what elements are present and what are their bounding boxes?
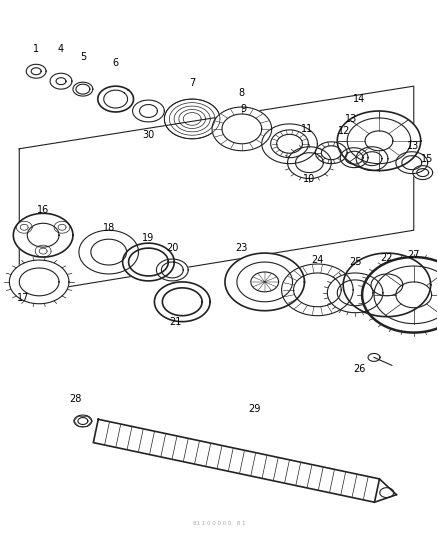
Text: 26: 26 (353, 365, 365, 374)
Text: 12: 12 (338, 126, 350, 136)
Polygon shape (288, 147, 331, 179)
Text: 25: 25 (349, 257, 361, 267)
Text: 81 1 0 0 0 0 0   8 1: 81 1 0 0 0 0 0 8 1 (193, 521, 245, 526)
Text: 6: 6 (113, 58, 119, 68)
Polygon shape (74, 415, 92, 427)
Polygon shape (337, 111, 421, 171)
Text: 16: 16 (37, 205, 49, 215)
Polygon shape (73, 82, 93, 96)
Text: 10: 10 (303, 174, 315, 183)
Text: 23: 23 (236, 243, 248, 253)
Polygon shape (356, 147, 388, 171)
Polygon shape (133, 100, 164, 122)
Polygon shape (35, 245, 51, 257)
Text: 28: 28 (70, 394, 82, 404)
Text: 7: 7 (189, 78, 195, 88)
Text: 4: 4 (58, 44, 64, 54)
Polygon shape (9, 260, 69, 304)
Text: 21: 21 (169, 317, 181, 327)
Polygon shape (54, 221, 70, 233)
Polygon shape (13, 213, 73, 257)
Text: 14: 14 (353, 94, 365, 104)
Polygon shape (343, 253, 431, 317)
Polygon shape (156, 259, 188, 281)
Text: 5: 5 (80, 52, 86, 62)
Text: 13: 13 (345, 114, 357, 124)
Polygon shape (16, 221, 32, 233)
Polygon shape (282, 264, 353, 316)
Text: 22: 22 (381, 253, 393, 263)
Polygon shape (262, 124, 318, 164)
Polygon shape (225, 253, 304, 311)
Polygon shape (79, 230, 138, 274)
Polygon shape (123, 243, 174, 281)
Polygon shape (93, 419, 379, 502)
Text: 13: 13 (406, 141, 419, 151)
Text: 30: 30 (142, 130, 155, 140)
Text: 29: 29 (249, 404, 261, 414)
Polygon shape (50, 73, 72, 89)
Text: 24: 24 (311, 255, 324, 265)
Text: 27: 27 (407, 250, 420, 260)
Text: 17: 17 (17, 293, 29, 303)
Text: 19: 19 (142, 233, 155, 243)
Text: 11: 11 (301, 124, 314, 134)
Text: 1: 1 (33, 44, 39, 54)
Polygon shape (396, 152, 427, 174)
Polygon shape (315, 142, 347, 164)
Polygon shape (212, 107, 272, 151)
Text: 9: 9 (241, 104, 247, 114)
Text: 18: 18 (102, 223, 115, 233)
Polygon shape (26, 64, 46, 78)
Polygon shape (340, 148, 368, 168)
Text: 15: 15 (420, 154, 433, 164)
Polygon shape (413, 166, 433, 180)
Text: 8: 8 (239, 88, 245, 98)
Text: 20: 20 (166, 243, 179, 253)
Polygon shape (155, 282, 210, 321)
Polygon shape (327, 273, 383, 313)
Polygon shape (362, 257, 438, 333)
